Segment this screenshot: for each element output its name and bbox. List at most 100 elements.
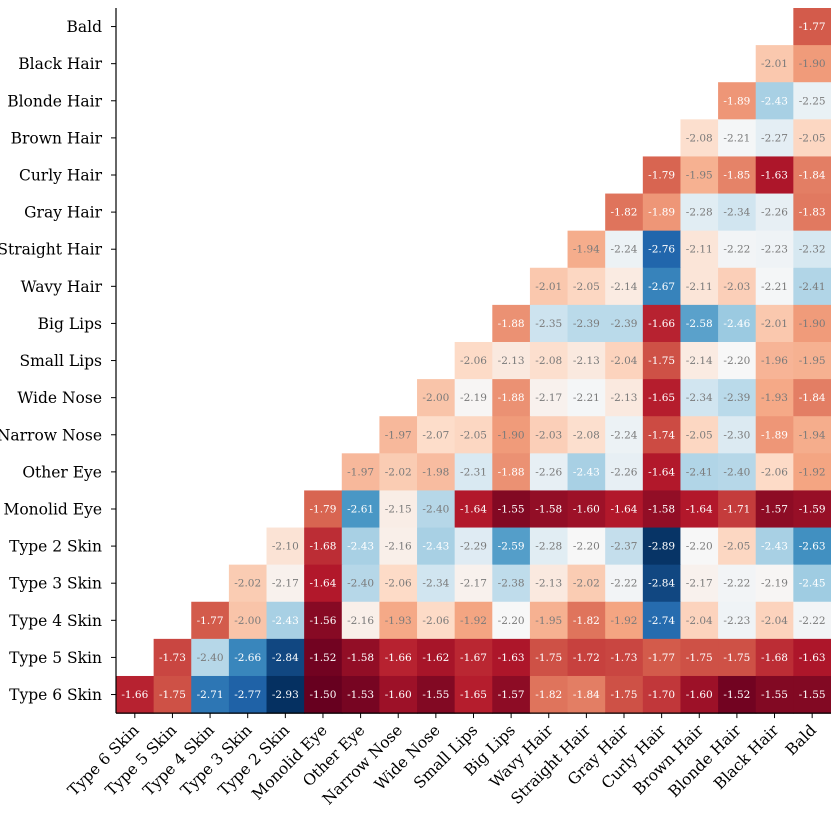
cell-value-label: -2.02 <box>385 466 412 478</box>
heatmap-cell <box>191 638 230 677</box>
heatmap-cell <box>793 156 831 195</box>
y-tick-label: Gray Hair <box>24 204 102 222</box>
heatmap-cell <box>605 527 644 566</box>
cell-value-label: -1.82 <box>611 207 638 219</box>
heatmap-cell <box>793 267 831 306</box>
heatmap-cell <box>529 675 569 714</box>
cell-value-label: -1.63 <box>761 170 788 182</box>
cell-value-label: -2.01 <box>761 58 788 70</box>
heatmap-cell <box>642 453 682 492</box>
cell-value-label: -1.60 <box>573 503 600 515</box>
cell-value-label: -2.02 <box>573 578 600 590</box>
cell-value-label: -1.88 <box>498 466 525 478</box>
cell-value-label: -1.75 <box>648 355 675 367</box>
cell-value-label: -1.74 <box>648 429 675 441</box>
cell-value-label: -2.24 <box>611 244 638 256</box>
heatmap-cell <box>191 675 230 714</box>
heatmap-cell <box>718 341 757 380</box>
cell-value-label: -2.39 <box>723 392 750 404</box>
heatmap-cell <box>680 379 719 417</box>
cell-value-label: -2.43 <box>761 95 788 107</box>
heatmap-cell <box>755 267 794 306</box>
cell-value-label: -2.22 <box>799 615 826 627</box>
heatmap-cell <box>680 490 719 529</box>
x-tick-label: Bald <box>782 721 820 759</box>
heatmap-cell <box>793 527 831 566</box>
heatmap-cell <box>793 341 831 380</box>
heatmap-cell <box>379 416 418 454</box>
cell-value-label: -1.79 <box>648 170 675 182</box>
cell-value-label: -2.58 <box>686 318 713 330</box>
heatmap-cell <box>793 193 831 232</box>
cell-value-label: -2.10 <box>272 541 299 553</box>
heatmap-cell <box>793 564 831 603</box>
cell-value-label: -1.73 <box>611 652 638 664</box>
cell-value-label: -2.29 <box>460 541 487 553</box>
heatmap-cell <box>228 601 268 640</box>
heatmap-cell <box>793 490 831 529</box>
y-tick-label: Type 4 Skin <box>9 612 102 630</box>
heatmap-cell <box>417 601 456 640</box>
heatmap-cell <box>680 156 719 195</box>
heatmap-cell <box>718 453 757 492</box>
cell-value-label: -2.34 <box>686 392 713 404</box>
cell-value-label: -1.75 <box>159 689 186 701</box>
cell-value-label: -1.50 <box>309 689 336 701</box>
cell-value-label: -1.64 <box>460 503 487 515</box>
heatmap-cell <box>341 675 381 714</box>
heatmap-cell <box>718 675 757 714</box>
cell-value-label: -2.04 <box>761 615 788 627</box>
cell-value-label: -2.05 <box>799 132 826 144</box>
cell-value-label: -1.94 <box>799 429 826 441</box>
heatmap-cell <box>755 304 794 343</box>
cell-value-label: -2.01 <box>761 318 788 330</box>
cell-value-label: -2.17 <box>460 578 487 590</box>
heatmap-cell <box>605 453 644 492</box>
cell-value-label: -2.05 <box>573 281 600 293</box>
heatmap-cell <box>793 379 831 417</box>
cell-value-label: -2.21 <box>723 132 750 144</box>
cell-value-label: -2.34 <box>422 578 449 590</box>
cell-value-label: -2.20 <box>686 541 713 553</box>
cell-value-label: -1.97 <box>347 466 374 478</box>
cell-value-label: -1.60 <box>686 689 713 701</box>
cell-value-label: -1.83 <box>799 207 826 219</box>
cell-value-label: -2.41 <box>686 466 713 478</box>
heatmap-cell <box>492 490 531 529</box>
heatmap-cell <box>680 601 719 640</box>
cell-value-label: -2.04 <box>611 355 638 367</box>
heatmap-cell <box>642 564 682 603</box>
heatmap-cell <box>529 379 569 417</box>
y-tick-label: Brown Hair <box>11 129 103 147</box>
heatmap-cell <box>379 453 418 492</box>
heatmap-cell <box>793 304 831 343</box>
cell-value-label: -2.20 <box>498 615 525 627</box>
heatmap-cell <box>755 82 794 120</box>
heatmap-cell <box>529 490 569 529</box>
cell-value-label: -1.82 <box>573 615 600 627</box>
heatmap-cell <box>567 564 606 603</box>
heatmap-cell <box>417 379 456 417</box>
cell-value-label: -1.62 <box>422 652 449 664</box>
heatmap-cell <box>266 675 305 714</box>
heatmap-cell <box>379 527 418 566</box>
cell-value-label: -2.61 <box>347 503 374 515</box>
heatmap-cell <box>642 230 682 269</box>
y-tick-label: Black Hair <box>18 55 102 73</box>
heatmap-cell <box>341 564 381 603</box>
heatmap-cell <box>454 675 493 714</box>
cell-value-label: -2.40 <box>422 503 449 515</box>
heatmap-cell <box>718 564 757 603</box>
heatmap-cell <box>605 564 644 603</box>
cell-value-label: -1.84 <box>573 689 600 701</box>
cell-value-label: -1.92 <box>799 466 826 478</box>
cell-value-label: -2.34 <box>723 207 750 219</box>
cell-value-label: -2.01 <box>535 281 562 293</box>
cell-value-label: -2.03 <box>535 429 562 441</box>
heatmap-cell <box>605 601 644 640</box>
heatmap-cell <box>680 638 719 677</box>
cell-value-label: -2.24 <box>611 429 638 441</box>
